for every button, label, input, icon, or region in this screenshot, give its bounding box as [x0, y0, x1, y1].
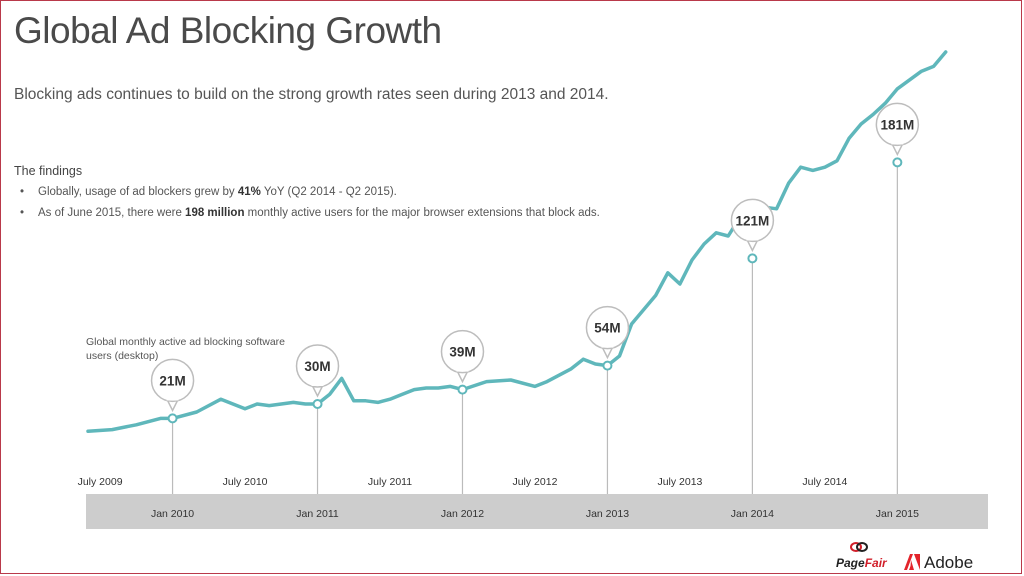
x-tick-label: July 2009 [78, 476, 123, 488]
subtitle: Blocking ads continues to build on the s… [14, 86, 609, 103]
annotation-marker [312, 399, 323, 409]
callout-bubble [440, 329, 485, 374]
findings-heading: The findings [14, 164, 83, 178]
x-tick-label: July 2014 [802, 476, 847, 488]
series-label: Global monthly active ad blocking softwa… [86, 336, 286, 362]
x-tick-label: Jan 2012 [441, 508, 484, 520]
finding-item: As of June 2015, there were 198 million … [14, 205, 634, 221]
adobe-logo: Adobe [924, 553, 974, 572]
callout-bubble [150, 358, 195, 403]
annotation-marker [167, 413, 178, 424]
x-tick-label: Jan 2010 [151, 508, 194, 520]
annotation-marker [457, 384, 468, 395]
pagefair-logo-icon [850, 542, 868, 552]
x-tick-label: July 2010 [223, 476, 268, 488]
x-tick-label: July 2012 [512, 476, 557, 488]
annotation-marker [892, 157, 903, 168]
annotation-label: 54M [594, 321, 620, 336]
axis-band [86, 494, 988, 529]
findings-list: Globally, usage of ad blockers grew by 4… [14, 184, 634, 226]
finding-text: Globally, usage of ad blockers grew by [38, 186, 238, 198]
callout-joint [601, 343, 614, 348]
pagefair-text: Page [836, 556, 865, 570]
annotation-label: 39M [449, 345, 475, 360]
x-tick-label: July 2013 [657, 476, 702, 488]
x-tick-label: Jan 2011 [296, 508, 339, 520]
finding-text: YoY (Q2 2014 - Q2 2015). [260, 186, 397, 198]
annotation-marker [602, 360, 613, 371]
finding-highlight: 41% [237, 186, 261, 198]
x-tick-label: July 2011 [368, 476, 412, 488]
callout-joint [746, 236, 759, 241]
annotation-label: 181M [880, 117, 914, 132]
callout-bubble [730, 198, 775, 243]
finding-highlight: 198 million [185, 207, 245, 219]
annotation-label: 30M [304, 359, 330, 374]
callout-bubble [295, 344, 340, 388]
callout-joint [891, 140, 904, 145]
x-tick-label: Jan 2013 [586, 508, 629, 520]
callout-bubble [875, 102, 920, 147]
finding-item: Globally, usage of ad blockers grew by 4… [14, 184, 634, 200]
callout-joint [311, 382, 324, 386]
finding-text: monthly active users for the major brows… [244, 207, 600, 219]
callout-bubble [585, 305, 630, 350]
callout-joint [456, 367, 469, 372]
annotation-marker [747, 253, 758, 264]
pagefair-text-accent: Fair [864, 556, 887, 570]
page-title: Global Ad Blocking Growth [14, 10, 442, 51]
finding-text: As of June 2015, there were [38, 207, 186, 219]
logos: PageFair Adobe [836, 540, 996, 574]
x-tick-label: Jan 2015 [876, 508, 919, 520]
pagefair-logo: PageFair [836, 556, 887, 570]
x-tick-label: Jan 2014 [731, 508, 774, 520]
annotation-label: 121M [736, 213, 770, 228]
annotation-label: 21M [159, 373, 185, 388]
adobe-logo-icon [904, 554, 920, 570]
series-line [86, 50, 948, 433]
callout-joint [166, 396, 179, 401]
